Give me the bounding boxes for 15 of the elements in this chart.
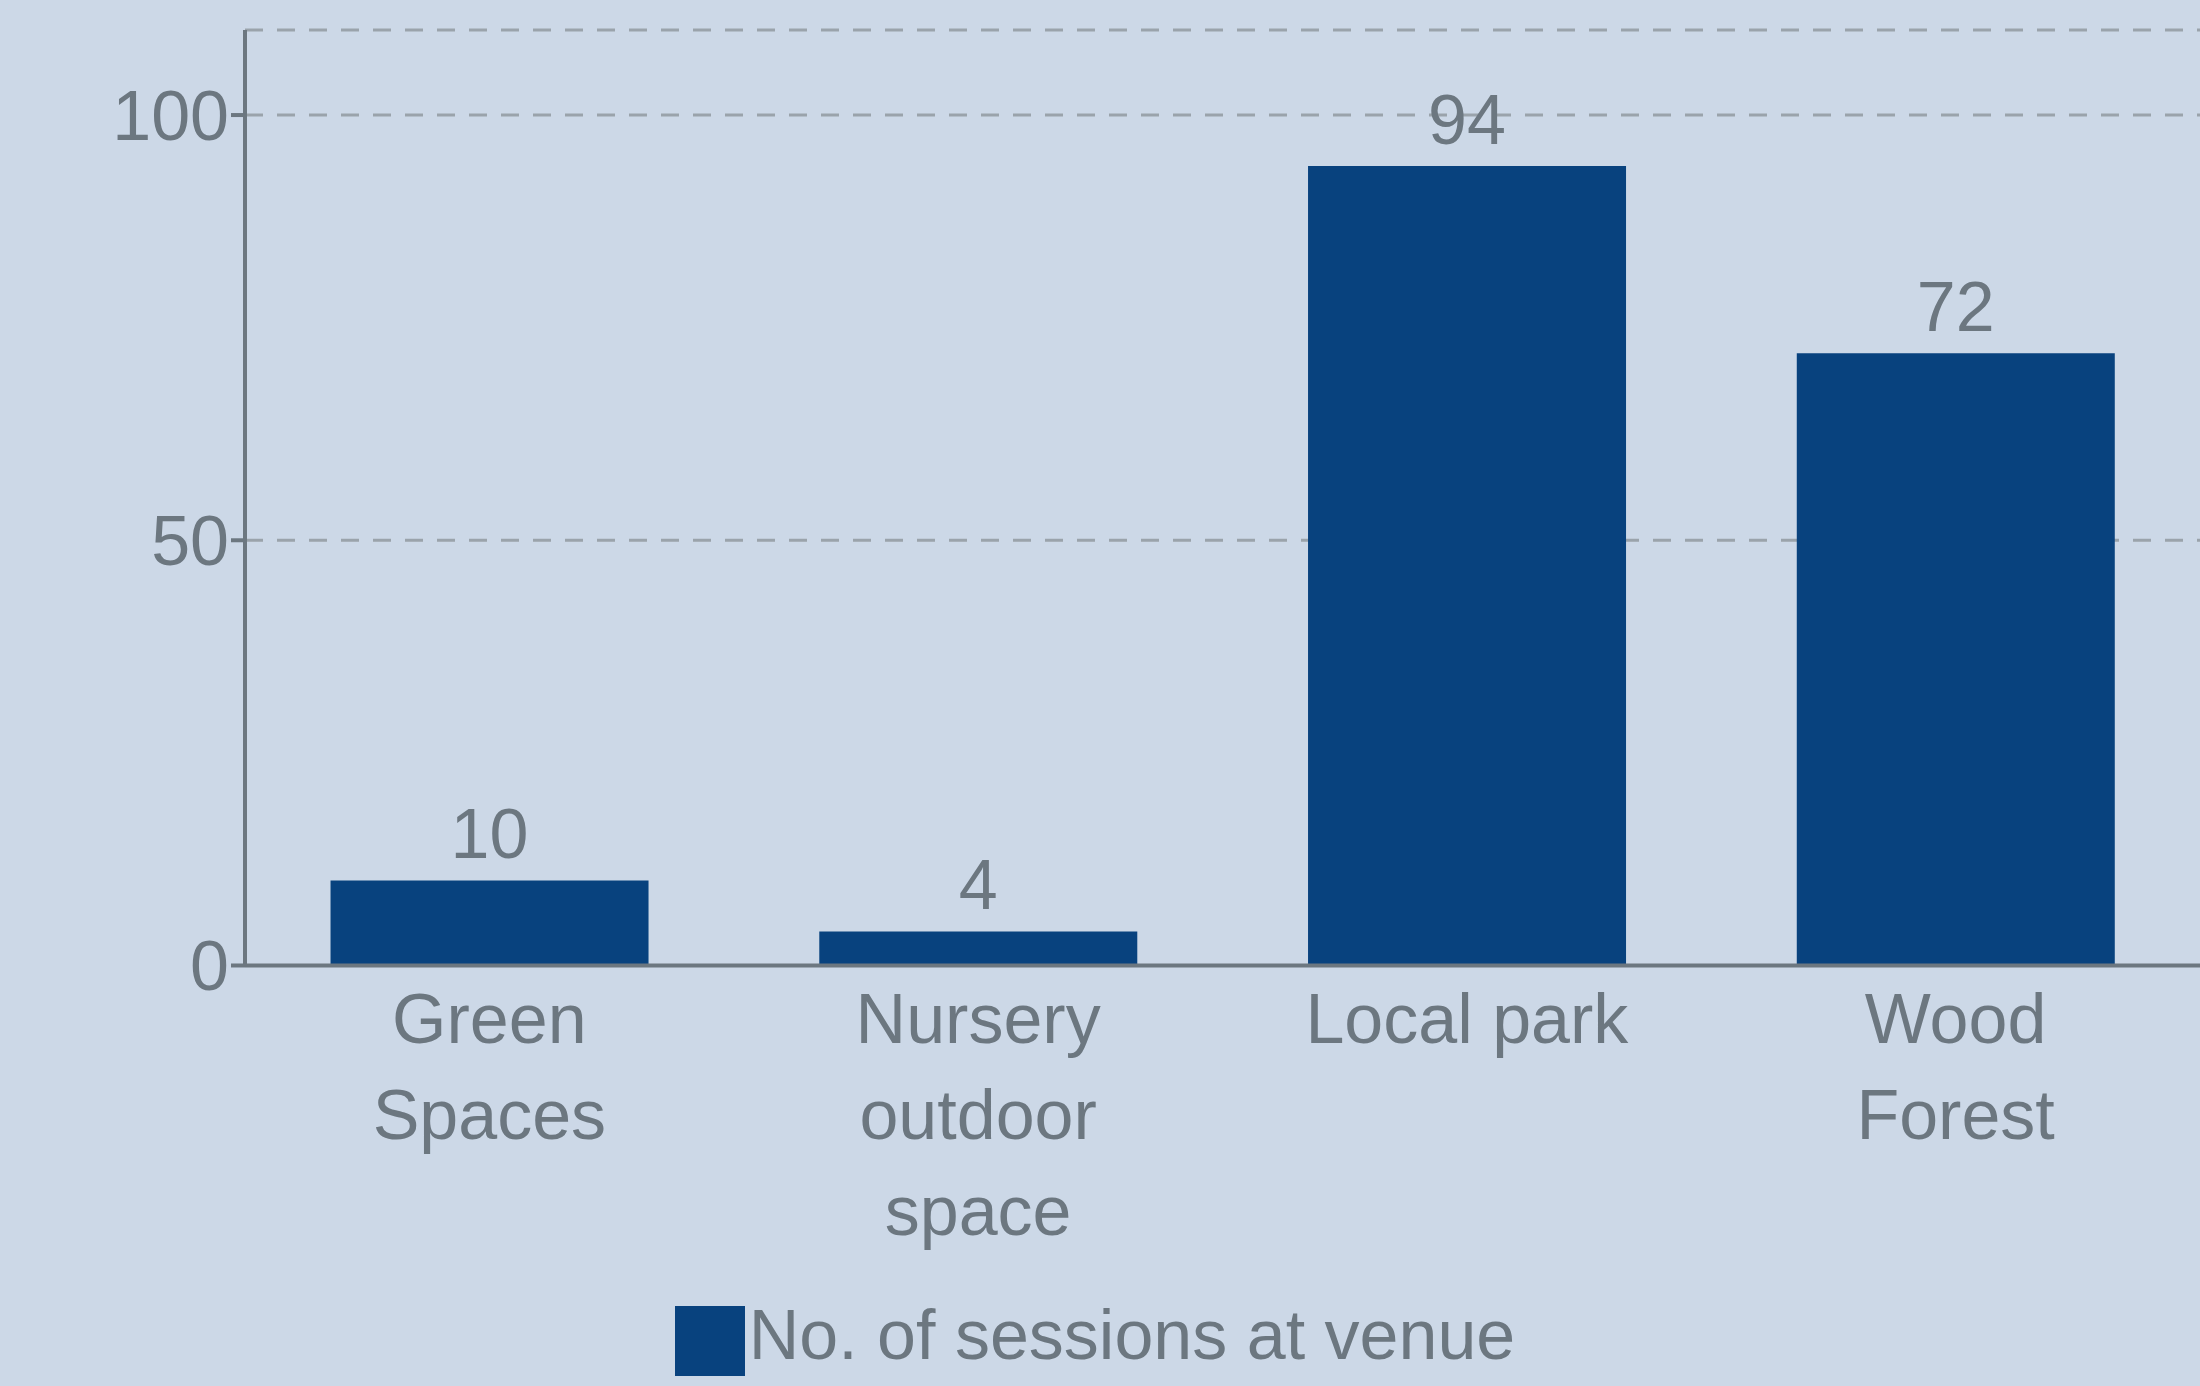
x-tick-label: Green Spaces: [372, 980, 607, 1155]
data-label: 10: [450, 795, 529, 874]
y-tick-label: 100: [112, 76, 229, 155]
legend-label: No. of sessions at venue: [748, 1296, 1516, 1375]
data-label: 72: [1916, 268, 1995, 347]
y-tick-label: 50: [151, 502, 229, 581]
y-tick-label: 0: [190, 927, 229, 1006]
x-tick-label: Wood Forest: [1856, 980, 2055, 1155]
x-tick-label: Local park: [1305, 980, 1630, 1059]
x-tick-label: Nursery outdoor space: [855, 980, 1101, 1251]
data-label: 4: [958, 846, 998, 925]
bar: [330, 880, 649, 966]
bar: [1796, 353, 2115, 966]
bar: [1308, 166, 1627, 966]
bar: [819, 931, 1138, 966]
